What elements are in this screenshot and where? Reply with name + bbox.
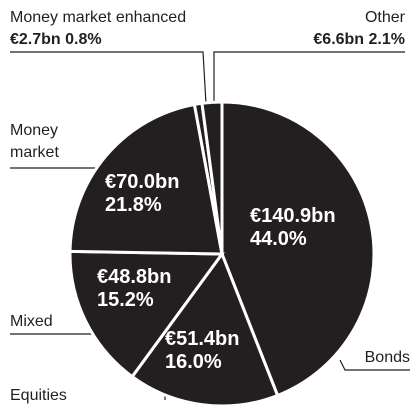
pie-slice [68,102,224,256]
category-label: Money market enhanced [10,9,186,26]
outer-label: €2.7bn 0.8% [10,31,102,48]
category-label: Money market [10,122,59,161]
amount-label: €70.0bn [105,171,179,193]
value-label: 44.0% [250,228,307,250]
value-label: 16.0% [165,351,222,373]
category-label: Bonds [365,349,410,366]
category-label: Equities [10,387,67,404]
leader-lines [10,51,410,400]
leader-line [213,51,405,104]
leader-line [10,51,207,105]
pie-slice [220,100,376,398]
value-label: 21.8% [105,194,162,216]
amount-label: €48.8bn [97,266,171,288]
pie-slice [200,100,224,255]
pie-slice [68,249,225,379]
pie-slice [130,250,280,408]
leader-line [339,359,410,371]
value-label: 0.8% [65,31,101,48]
amount-label: €140.9bn [250,205,336,227]
outer-label: €6.6bn 2.1% [313,31,405,48]
category-label: Mixed [10,313,53,330]
value-label: 15.2% [97,289,154,311]
amount-label: €6.6bn [313,31,364,48]
category-label: Other [365,9,406,26]
amount-label: €51.4bn [165,328,239,350]
pie [68,100,376,408]
amount-label: €2.7bn [10,31,61,48]
value-label: 2.1% [369,31,405,48]
